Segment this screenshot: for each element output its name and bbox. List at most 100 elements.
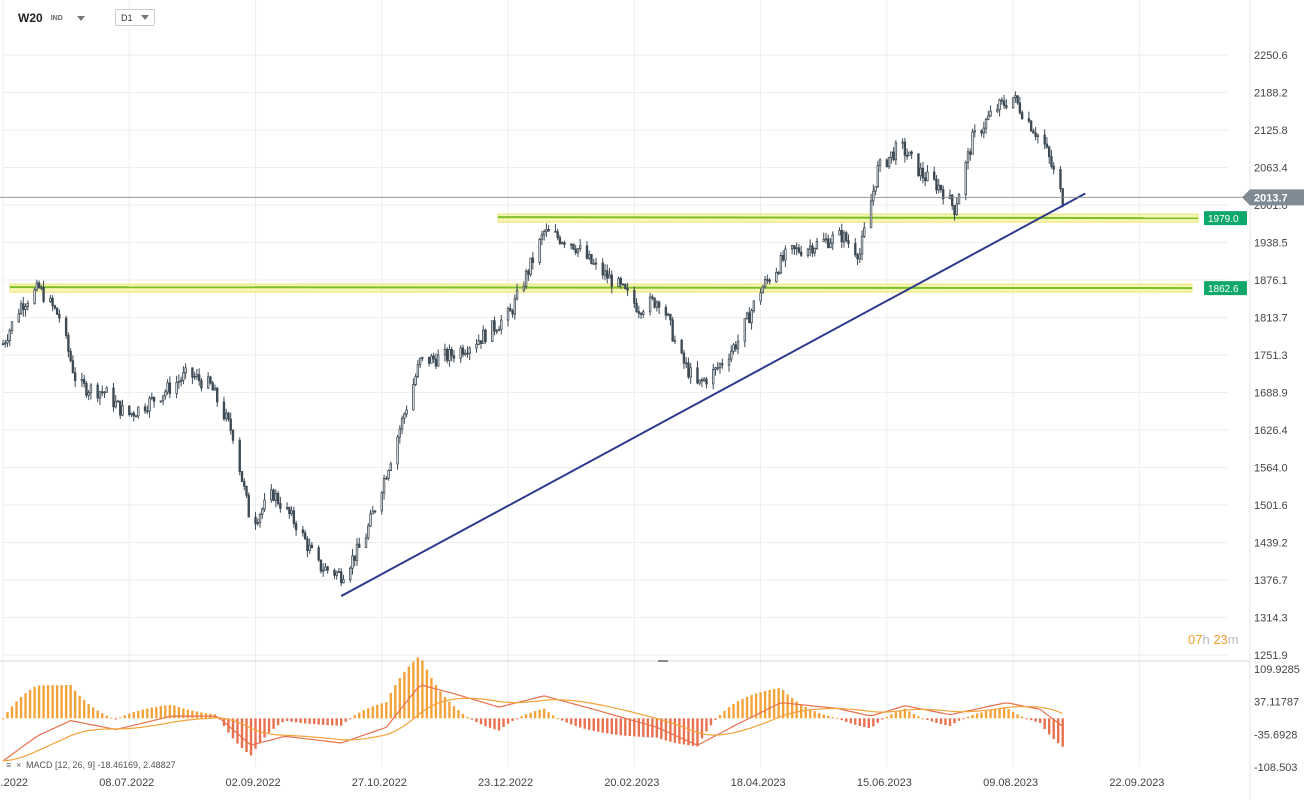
- macd-histogram-bar: [141, 709, 144, 719]
- macd-histogram-bar: [790, 698, 794, 719]
- candle-body: [509, 308, 512, 312]
- macd-histogram-bar: [155, 706, 158, 719]
- candle-body: [6, 340, 9, 344]
- candle-body: [40, 286, 43, 289]
- candle-body: [730, 350, 733, 360]
- macd-histogram-bar: [6, 711, 9, 719]
- macd-histogram-bar: [1029, 718, 1033, 721]
- macd-histogram-bar: [1020, 716, 1024, 719]
- candle-body: [840, 230, 843, 243]
- x-tick-label: 22.09.2023: [1109, 777, 1164, 789]
- macd-histogram-bar: [669, 718, 672, 742]
- macd-histogram-bar: [380, 703, 383, 719]
- candle-body: [464, 352, 467, 355]
- candle-body: [901, 141, 904, 144]
- macd-histogram-bar: [37, 685, 41, 719]
- candle-body: [317, 547, 320, 561]
- macd-histogram-bar: [588, 718, 591, 730]
- y-tick-label: 1626.4: [1254, 425, 1288, 437]
- macd-histogram-bar: [854, 718, 857, 725]
- macd-histogram-bar: [335, 718, 338, 726]
- candle-body: [951, 194, 954, 206]
- macd-histogram-bar: [858, 718, 861, 726]
- candle-body: [1014, 95, 1017, 99]
- candle-body: [306, 538, 309, 551]
- macd-histogram-bar: [340, 718, 343, 726]
- macd-histogram-bar: [484, 718, 487, 727]
- candle-body: [903, 141, 907, 156]
- candle-body: [745, 312, 749, 320]
- candle-body: [337, 571, 341, 574]
- macd-histogram-bar: [407, 666, 411, 719]
- timeframe-select[interactable]: D1: [115, 9, 155, 26]
- candle-body: [211, 382, 214, 391]
- candle-body: [227, 412, 230, 420]
- macd-histogram-bar: [520, 716, 523, 719]
- candle-body: [727, 358, 731, 366]
- last-price-label: 2013.7: [1254, 192, 1288, 204]
- level-tag-label: 1862.6: [1208, 284, 1239, 295]
- candle-body: [748, 312, 751, 324]
- macd-histogram-bar: [664, 718, 668, 741]
- candle-body: [863, 227, 866, 237]
- candle-body: [1032, 130, 1035, 134]
- macd-histogram-bar: [732, 703, 735, 719]
- candle-body: [116, 400, 120, 403]
- candle-body: [698, 379, 701, 384]
- candle-body: [527, 270, 530, 275]
- macd-histogram-bar: [1025, 718, 1028, 720]
- candle-body: [193, 376, 196, 378]
- candle-body: [51, 297, 54, 307]
- macd-histogram-bar: [1034, 718, 1037, 722]
- menu-icon[interactable]: ≡: [6, 760, 12, 770]
- macd-histogram-bar: [763, 690, 767, 719]
- macd-histogram-bar: [592, 718, 595, 731]
- symbol-dropdown-icon[interactable]: [76, 15, 85, 21]
- candle-body: [560, 242, 564, 245]
- macd-histogram-bar: [989, 710, 992, 719]
- candle-body: [793, 245, 796, 250]
- candle-body: [874, 186, 877, 192]
- macd-histogram-bar: [1016, 714, 1019, 719]
- candle-body: [333, 569, 336, 576]
- macd-histogram-bar: [993, 709, 997, 719]
- candle-body: [1027, 118, 1031, 122]
- close-icon[interactable]: ×: [16, 760, 22, 770]
- candle-body: [263, 499, 266, 510]
- macd-histogram-bar: [705, 718, 708, 732]
- candle-body: [335, 571, 338, 576]
- candle-body: [797, 247, 801, 253]
- macd-histogram-bar: [894, 712, 898, 719]
- candle-body: [414, 376, 417, 385]
- candle-body: [26, 303, 29, 307]
- macd-histogram-bar: [466, 716, 469, 719]
- last-price-tag-bg: [1242, 189, 1304, 206]
- candle-body: [768, 279, 771, 283]
- macd-histogram-bar: [285, 718, 289, 722]
- x-tick-label: 13.05.2022: [0, 777, 28, 789]
- candle-body: [55, 307, 59, 315]
- symbol-name[interactable]: W20: [18, 11, 43, 25]
- candle-body: [973, 130, 976, 133]
- macd-histogram-bar: [33, 686, 36, 719]
- macd-histogram-bar: [394, 685, 397, 719]
- macd-histogram-bar: [642, 718, 645, 738]
- macd-histogram-bar: [637, 718, 641, 737]
- candle-countdown: 07h 23m: [1188, 632, 1239, 647]
- macd-histogram-bar: [610, 718, 613, 735]
- candle-body: [869, 200, 873, 229]
- candle-body: [209, 376, 212, 384]
- macd-histogram-bar: [565, 718, 568, 723]
- candle-body: [576, 248, 580, 254]
- macd-histogram-bar: [966, 716, 970, 719]
- macd-histogram-bar: [308, 718, 311, 724]
- macd-histogram-bar: [91, 707, 95, 719]
- candle-body: [1020, 112, 1024, 120]
- macd-histogram-bar: [533, 711, 537, 719]
- candle-body: [933, 171, 936, 180]
- candle-body: [759, 292, 762, 302]
- candle-body: [450, 349, 453, 357]
- candle-body: [432, 355, 435, 360]
